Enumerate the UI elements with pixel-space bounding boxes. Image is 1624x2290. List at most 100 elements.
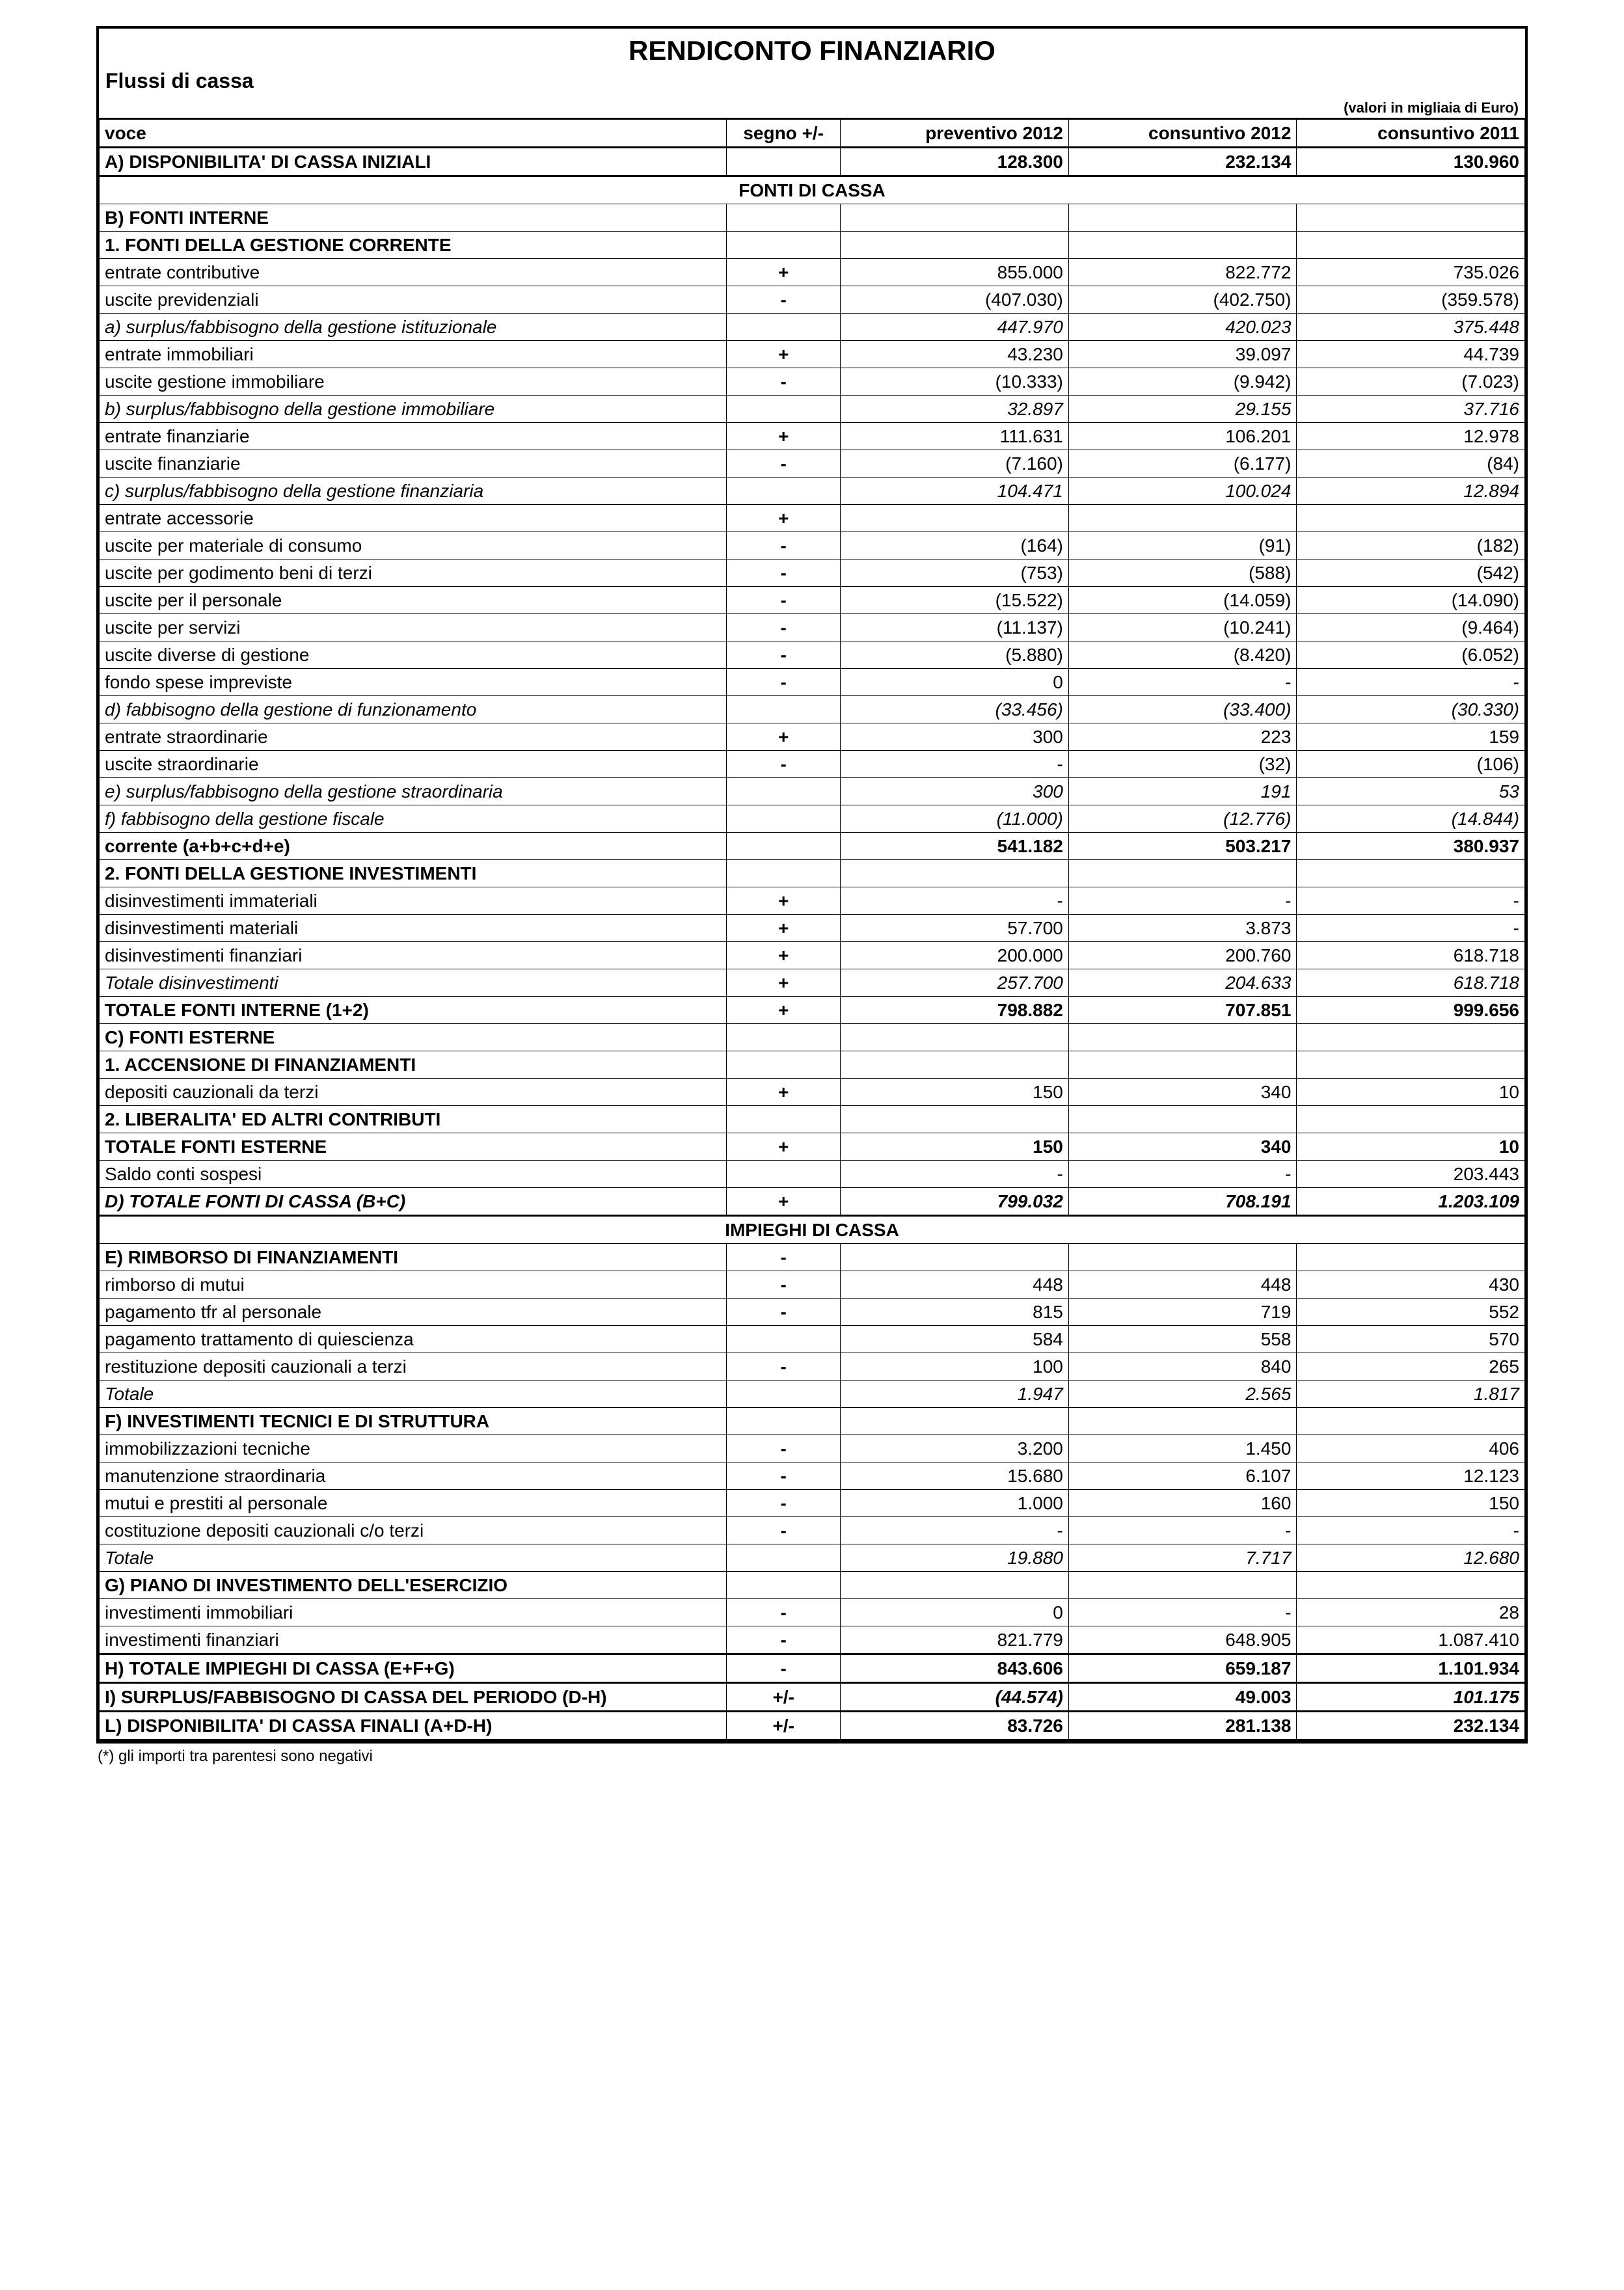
- cell-value: 150: [1297, 1490, 1525, 1517]
- table-row: uscite per il personale-(15.522)(14.059)…: [100, 587, 1525, 614]
- cell-voce: C) FONTI ESTERNE: [100, 1024, 727, 1051]
- cell-voce: TOTALE FONTI INTERNE (1+2): [100, 997, 727, 1024]
- cell-voce: 1. FONTI DELLA GESTIONE CORRENTE: [100, 232, 727, 259]
- cell-voce: investimenti immobiliari: [100, 1599, 727, 1626]
- cell-voce: f) fabbisogno della gestione fiscale: [100, 805, 727, 833]
- cell-segno: +: [727, 1188, 841, 1216]
- cell-value: 44.739: [1297, 341, 1525, 368]
- cell-value: 204.633: [1068, 969, 1297, 997]
- cell-voce: B) FONTI INTERNE: [100, 204, 727, 232]
- cell-value: 49.003: [1068, 1683, 1297, 1712]
- cell-value: 815: [841, 1299, 1069, 1326]
- table-row: fondo spese impreviste-0--: [100, 669, 1525, 696]
- cell-value: 130.960: [1297, 148, 1525, 176]
- cell-value: [841, 1024, 1069, 1051]
- table-row: B) FONTI INTERNE: [100, 204, 1525, 232]
- cell-value: [1297, 860, 1525, 887]
- cell-segno: +: [727, 997, 841, 1024]
- cell-segno: [727, 478, 841, 505]
- cell-value: [1068, 1024, 1297, 1051]
- cell-value: [1068, 1244, 1297, 1271]
- cell-segno: [727, 314, 841, 341]
- cell-value: (14.059): [1068, 587, 1297, 614]
- cell-value: 12.123: [1297, 1462, 1525, 1490]
- cell-segno: -: [727, 614, 841, 641]
- cell-segno: -: [727, 368, 841, 396]
- table-row: b) surplus/fabbisogno della gestione imm…: [100, 396, 1525, 423]
- cell-value: 648.905: [1068, 1626, 1297, 1654]
- section-header: IMPIEGHI DI CASSA: [100, 1216, 1525, 1244]
- cell-segno: [727, 1106, 841, 1133]
- cell-value: 375.448: [1297, 314, 1525, 341]
- cell-value: 150: [841, 1133, 1069, 1161]
- cell-voce: Saldo conti sospesi: [100, 1161, 727, 1188]
- cell-value: 340: [1068, 1079, 1297, 1106]
- table-row: uscite finanziarie-(7.160)(6.177)(84): [100, 450, 1525, 478]
- cell-voce: disinvestimenti materiali: [100, 915, 727, 942]
- cell-value: [1068, 1408, 1297, 1435]
- cell-value: [1297, 204, 1525, 232]
- cell-segno: [727, 1024, 841, 1051]
- cell-value: 799.032: [841, 1188, 1069, 1216]
- cell-value: [1068, 232, 1297, 259]
- cell-segno: +: [727, 969, 841, 997]
- cell-segno: +: [727, 887, 841, 915]
- cell-value: 100: [841, 1353, 1069, 1381]
- cell-voce: uscite finanziarie: [100, 450, 727, 478]
- table-row: a) surplus/fabbisogno della gestione ist…: [100, 314, 1525, 341]
- cell-value: [1068, 1572, 1297, 1599]
- table-row: Totale19.8807.71712.680: [100, 1544, 1525, 1572]
- cell-segno: +: [727, 423, 841, 450]
- cell-value: -: [841, 1517, 1069, 1544]
- cell-value: 822.772: [1068, 259, 1297, 286]
- cell-value: (12.776): [1068, 805, 1297, 833]
- cell-value: 53: [1297, 778, 1525, 805]
- report-subtitle: Flussi di cassa: [99, 69, 1525, 98]
- cell-segno: -: [727, 1517, 841, 1544]
- table-row: disinvestimenti immateriali+---: [100, 887, 1525, 915]
- cell-voce: c) surplus/fabbisogno della gestione fin…: [100, 478, 727, 505]
- cell-segno: -: [727, 751, 841, 778]
- cell-segno: -: [727, 286, 841, 314]
- cell-segno: -: [727, 1599, 841, 1626]
- cell-value: (7.023): [1297, 368, 1525, 396]
- table-row: pagamento tfr al personale-815719552: [100, 1299, 1525, 1326]
- table-row: uscite per servizi-(11.137)(10.241)(9.46…: [100, 614, 1525, 641]
- cell-voce: uscite previdenziali: [100, 286, 727, 314]
- cell-voce: D) TOTALE FONTI DI CASSA (B+C): [100, 1188, 727, 1216]
- cell-value: (33.456): [841, 696, 1069, 723]
- cell-value: 159: [1297, 723, 1525, 751]
- cell-voce: TOTALE FONTI ESTERNE: [100, 1133, 727, 1161]
- cell-segno: [727, 860, 841, 887]
- cell-value: [1068, 860, 1297, 887]
- cell-voce: restituzione depositi cauzionali a terzi: [100, 1353, 727, 1381]
- cell-voce: mutui e prestiti al personale: [100, 1490, 727, 1517]
- cell-value: 618.718: [1297, 969, 1525, 997]
- cell-voce: disinvestimenti immateriali: [100, 887, 727, 915]
- cell-value: 6.107: [1068, 1462, 1297, 1490]
- cell-value: (588): [1068, 559, 1297, 587]
- cell-value: [1297, 1106, 1525, 1133]
- table-row: e) surplus/fabbisogno della gestione str…: [100, 778, 1525, 805]
- table-row: TOTALE FONTI INTERNE (1+2)+798.882707.85…: [100, 997, 1525, 1024]
- cell-value: 1.947: [841, 1381, 1069, 1408]
- cell-value: 1.087.410: [1297, 1626, 1525, 1654]
- cell-voce: 2. LIBERALITA' ED ALTRI CONTRIBUTI: [100, 1106, 727, 1133]
- table-row: f) fabbisogno della gestione fiscale(11.…: [100, 805, 1525, 833]
- cell-value: 659.187: [1068, 1654, 1297, 1683]
- cell-value: (33.400): [1068, 696, 1297, 723]
- cell-segno: -: [727, 450, 841, 478]
- cell-value: 232.134: [1068, 148, 1297, 176]
- cell-value: 735.026: [1297, 259, 1525, 286]
- cell-value: 43.230: [841, 341, 1069, 368]
- cell-segno: -: [727, 669, 841, 696]
- cell-segno: +: [727, 341, 841, 368]
- cell-value: 420.023: [1068, 314, 1297, 341]
- table-row: corrente (a+b+c+d+e)541.182503.217380.93…: [100, 833, 1525, 860]
- cell-value: (9.942): [1068, 368, 1297, 396]
- cell-segno: [727, 1572, 841, 1599]
- cell-value: 2.565: [1068, 1381, 1297, 1408]
- cell-value: (30.330): [1297, 696, 1525, 723]
- cell-value: 37.716: [1297, 396, 1525, 423]
- cell-value: 552: [1297, 1299, 1525, 1326]
